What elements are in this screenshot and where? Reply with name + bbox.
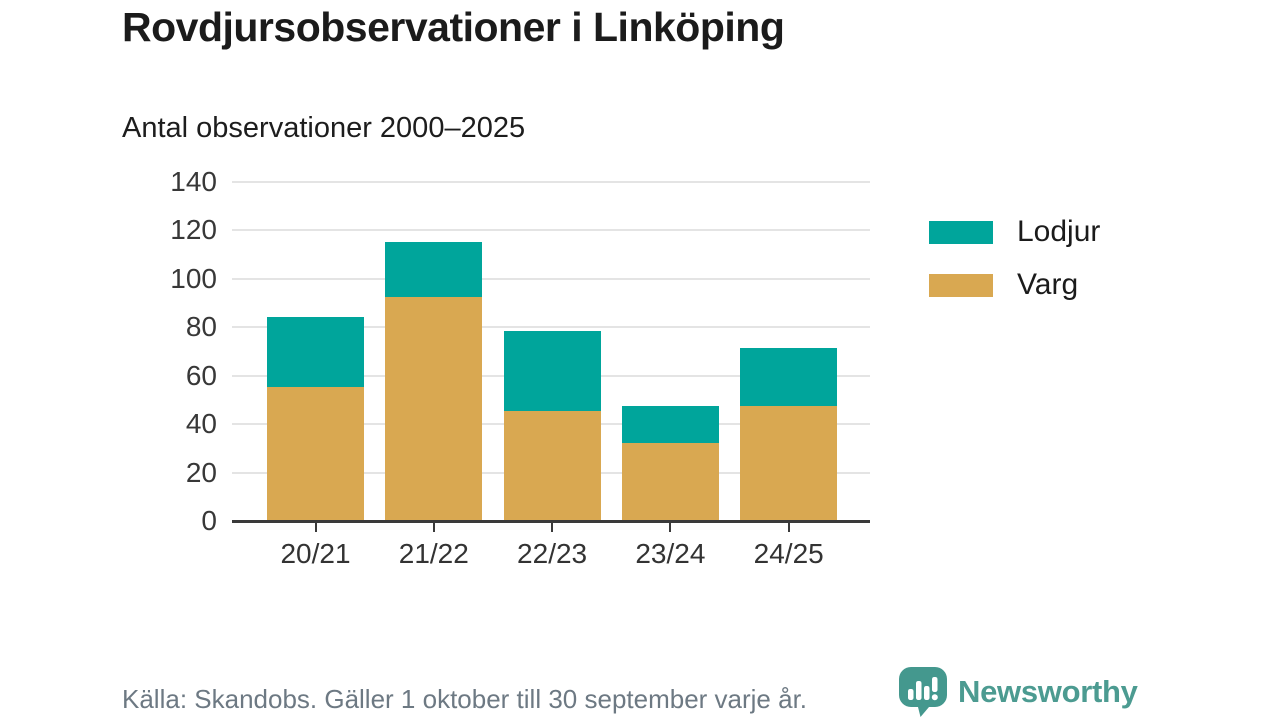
brand-lockup: Newsworthy <box>898 664 1138 720</box>
y-axis-tick-label: 80 <box>185 311 217 343</box>
bar-segment-lodjur <box>503 331 601 412</box>
legend: Lodjur Varg <box>929 217 1100 300</box>
legend-label-lodjur: Lodjur <box>1017 215 1101 248</box>
y-axis-tick-label: 0 <box>201 505 217 536</box>
y-axis-tick-label: 140 <box>170 166 217 197</box>
gridline <box>232 277 870 280</box>
legend-label-varg: Varg <box>1017 268 1079 301</box>
bar-segment-varg <box>740 406 838 520</box>
gridline <box>232 181 870 183</box>
x-axis-tick-label: 22/23 <box>517 538 588 569</box>
bar-segment-varg <box>385 297 483 520</box>
x-axis-line <box>232 520 870 523</box>
bar-23-24 <box>621 181 719 520</box>
brand-name: Newsworthy <box>958 674 1138 709</box>
page-title: Rovdjursobservationer i Linköping <box>122 4 785 50</box>
gridline <box>232 229 870 232</box>
x-axis-tick <box>787 521 790 532</box>
legend-swatch-lodjur <box>929 220 993 244</box>
x-axis-tick <box>432 521 435 532</box>
bar-24-25 <box>740 181 838 520</box>
legend-swatch-varg <box>929 273 993 297</box>
chart-subtitle: Antal observationer 2000–2025 <box>122 112 526 144</box>
gridline <box>232 326 870 329</box>
y-axis-tick-label: 40 <box>185 408 217 440</box>
x-axis-tick-label: 21/22 <box>398 538 469 569</box>
plot-area: 0 20 40 60 80 100 120 140 20/21 21/22 22/23 23/24 24… <box>170 168 870 569</box>
bar-segment-lodjur <box>267 316 364 387</box>
footer: Källa: Skandobs. Gäller 1 oktober till 3… <box>0 664 1280 720</box>
bar-segment-varg <box>267 386 364 520</box>
x-axis-tick-label: 20/21 <box>280 538 351 569</box>
y-axis-tick-label: 120 <box>170 214 217 246</box>
y-axis-tick-label: 60 <box>185 359 217 391</box>
x-axis-tick <box>669 521 672 532</box>
source-note: Källa: Skandobs. Gäller 1 oktober till 3… <box>122 684 808 714</box>
bar-22-23 <box>503 181 601 520</box>
bar-segment-lodjur <box>621 406 719 443</box>
newsworthy-logo-icon <box>898 666 948 718</box>
y-axis-tick-label: 100 <box>170 262 217 294</box>
x-axis-tick <box>551 521 554 532</box>
x-axis-tick-label: 23/24 <box>635 538 706 569</box>
legend-item-varg: Varg <box>929 270 1100 300</box>
bar-20-21 <box>267 181 364 520</box>
x-axis-tick-label: 24/25 <box>753 538 824 569</box>
bar-segment-lodjur <box>385 241 483 298</box>
legend-item-lodjur: Lodjur <box>929 217 1100 247</box>
x-axis-tick <box>314 521 317 532</box>
bar-21-22 <box>385 181 483 520</box>
y-axis-tick-label: 20 <box>185 456 217 488</box>
bar-segment-lodjur <box>740 348 838 407</box>
bar-segment-varg <box>503 411 601 520</box>
bar-segment-varg <box>621 442 719 520</box>
